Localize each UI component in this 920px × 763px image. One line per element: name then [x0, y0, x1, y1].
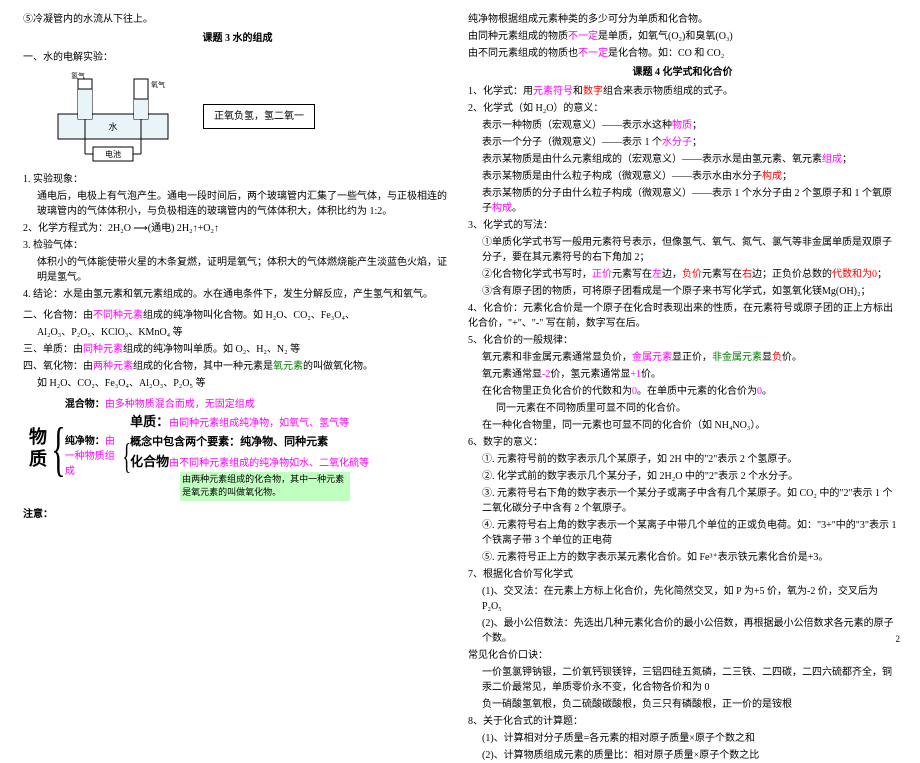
- highlight-box: 由两种元素组成的化合物，其中一种元素是氧元素的叫做氧化物。: [180, 472, 350, 501]
- pure-row: 纯净物：由一种物质组成 { 单质：由同种元素组成纯净物，如氧气、氢气等 概念中包…: [65, 412, 452, 501]
- r-p3-3: ③含有原子团的物质，可将原子团看成是一个原子来书写化学式，如氢氧化镁Mg(OH)…: [468, 284, 897, 299]
- brace-small-icon: {: [122, 433, 131, 479]
- exp3-text: 体积小的气体能使带火星的木条复燃，证明是氧气；体积大的气体燃烧能产生淡蓝色火焰，…: [23, 255, 452, 285]
- r-p8: 常见化合价口诀：: [468, 648, 897, 663]
- r-p8-2: 负一硝酸氢氧根，负二硫酸碳酸根，负三只有磷酸根，正一价的是铵根: [468, 697, 897, 712]
- exp3-title: 3. 检验气体：: [23, 238, 452, 253]
- section-1-title: 一、水的电解实验：: [23, 50, 452, 65]
- electrolysis-diagram: 水 氢气 氧气 电池 正氧负氢，氢二氧一: [43, 69, 452, 164]
- r-p1: 1、化学式：用元素符号和数字组合来表示物质组成的式子。: [468, 84, 897, 99]
- r-p5-4: 同一元素在不同物质里可显不同的化合价。: [468, 401, 897, 416]
- r-p2-3: 表示某物质是由什么元素组成的（宏观意义）——表示水是由氢元素、氧元素组成；: [468, 152, 897, 167]
- exp1-title: 1. 实验现象：: [23, 172, 452, 187]
- brace-curly-icon: {: [51, 404, 65, 494]
- left-column: ⑤冷凝管内的水流从下往上。 课题 3 水的组成 一、水的电解实验： 水 氢气 氧…: [15, 10, 460, 640]
- r-p5-3: 在化合物里正负化合价的代数和为0。在单质中元素的化合价为0。: [468, 384, 897, 399]
- r-p2-2: 表示一个分子（微观意义）——表示 1 个水分子；: [468, 135, 897, 150]
- section-3: 三、单质：由同种元素组成的纯净物叫单质。如 O₂、H₂、N₂ 等: [23, 342, 452, 357]
- danzhi-note: 概念中包含两个要素：纯净物、同种元素: [130, 434, 452, 451]
- topic-title-3: 课题 3 水的组成: [23, 31, 452, 46]
- svg-text:氧气: 氧气: [151, 80, 165, 89]
- section-4: 四、氧化物：由两种元素组成的化合物，其中一种元素是氧元素的叫做氧化物。: [23, 359, 452, 374]
- r-p7: 7、根据化合价写化学式: [468, 567, 897, 582]
- section-4-ex: 如 H₂O、CO₂、Fe₃O₄、Al₂O₃、P₂O₅ 等: [23, 376, 452, 391]
- r-p2-4: 表示某物质是由什么粒子构成（微观意义）——表示水由水分子构成；: [468, 169, 897, 184]
- svg-text:氢气: 氢气: [71, 71, 85, 80]
- r-p6-1: ①. 元素符号前的数字表示几个某原子，如 2H 中的"2"表示 2 个氢原子。: [468, 452, 897, 467]
- classification-brace: 物质 { 混合物：由多种物质混合而成，无固定组成 纯净物：由一种物质组成 { 单…: [23, 397, 452, 501]
- svg-text:电池: 电池: [105, 149, 121, 159]
- r-p5-1: 氧元素和非金属元素通常显负价，金属元素显正价，非金属元素显负价。: [468, 350, 897, 365]
- brace-main-label: 物质: [23, 427, 52, 471]
- exp1-text: 通电后，电极上有气泡产生。通电一段时间后，两个玻璃管内汇集了一些气体，与正极相连…: [23, 189, 452, 219]
- page-number: 2: [896, 633, 901, 647]
- r-p2-1: 表示一种物质（宏观意义）——表示水这种物质；: [468, 118, 897, 133]
- r-line1: 纯净物根据组成元素种类的多少可分为单质和化合物。: [468, 12, 897, 27]
- mnemonic-box: 正氧负氢，氢二氧一: [203, 104, 315, 129]
- r-p7-2: (2)、最小公倍数法：先选出几种元素化合价的最小公倍数，再根据最小公倍数求各元素…: [468, 616, 897, 646]
- r-p2: 2、化学式（如 H₂O）的意义：: [468, 101, 897, 116]
- section-2-ex: Al₂O₃、P₂O₅、KClO₃、KMnO₄ 等: [23, 325, 452, 340]
- r-p3-1: ①单质化学式书写一般用元素符号表示，但像氢气、氧气、氮气、氯气等非金属单质是双原…: [468, 235, 897, 265]
- r-line2: 由同种元素组成的物质不一定是单质，如氧气(O₂)和臭氧(O₃): [468, 29, 897, 44]
- r-p5-5: 在一种化合物里，同一元素也可显不同的化合价（如 NH₄NO₃）。: [468, 418, 897, 433]
- r-p5: 5、化合价的一般规律：: [468, 333, 897, 348]
- r-p2-5: 表示某物质的分子由什么粒子构成（微观意义）——表示 1 个水分子由 2 个氢原子…: [468, 186, 897, 216]
- line: ⑤冷凝管内的水流从下往上。: [23, 12, 452, 27]
- r-p6: 6、数字的意义：: [468, 435, 897, 450]
- danzhi-row: 单质：由同种元素组成纯净物，如氧气、氢气等: [130, 412, 452, 432]
- r-p6-4: ④. 元素符号右上角的数字表示一个某离子中带几个单位的正或负电荷。如："3+"中…: [468, 518, 897, 548]
- r-p3-2: ②化合物化学式书写时，正价元素写在左边，负价元素写在右边；正负价总数的代数和为0…: [468, 267, 897, 282]
- r-p9: 8、关于化合式的计算题：: [468, 714, 897, 729]
- r-line3: 由不同元素组成的物质也不一定是化合物。如：CO 和 CO₂: [468, 46, 897, 61]
- r-p8-1: 一价氢氯钾钠银，二价氧钙钡镁锌，三铝四硅五氮磷，二三铁、二四碳，二四六硫都齐全，…: [468, 665, 897, 695]
- section-2: 二、化合物：由不同种元素组成的纯净物叫化合物。如 H₂O、CO₂、Fe₃O₄、: [23, 308, 452, 323]
- exp4: 4. 结论：水是由氢元素和氧元素组成的。水在通电条件下，发生分解反应，产生氢气和…: [23, 287, 452, 302]
- topic-title-4: 课题 4 化学式和化合价: [468, 65, 897, 80]
- note-label: 注意：: [23, 507, 452, 522]
- r-p9-1: (1)、计算相对分子质量=各元素的相对原子质量×原子个数之和: [468, 731, 897, 746]
- apparatus-svg: 水 氢气 氧气 电池: [43, 69, 183, 164]
- r-p7-1: (1)、交叉法：在元素上方标上化合价，先化简然交叉，如 P 为+5 价，氧为-2…: [468, 584, 897, 614]
- r-p6-2: ②. 化学式前的数字表示几个某分子，如 2H₂O 中的"2"表示 2 个水分子。: [468, 469, 897, 484]
- huahewu-row: 化合物由不同种元素组成的纯净物如水、二氧化硫等: [130, 452, 452, 472]
- r-p9-2: (2)、计算物质组成元素的质量比：相对原子质量×原子个数之比: [468, 748, 897, 763]
- r-p6-3: ③. 元素符号右下角的数字表示一个某分子或离子中含有几个某原子。如 CO₂ 中的…: [468, 486, 897, 516]
- mix-row: 混合物：由多种物质混合而成，无固定组成: [65, 397, 452, 412]
- r-p6-5: ⑤. 元素符号正上方的数字表示某元素化合价。如 Fe³⁺表示铁元素化合价是+3。: [468, 550, 897, 565]
- exp2: 2、化学方程式为：2H₂O ⟶(通电) 2H₂↑+O₂↑: [23, 221, 452, 236]
- right-column: 纯净物根据组成元素种类的多少可分为单质和化合物。 由同种元素组成的物质不一定是单…: [460, 10, 905, 640]
- svg-text:水: 水: [108, 121, 117, 132]
- r-p3: 3、化学式的写法：: [468, 218, 897, 233]
- r-p4: 4、化合价：元素化合价是一个原子在化合时表现出来的性质，在元素符号或原子团的正上…: [468, 301, 897, 331]
- r-p5-2: 氧元素通常显-2价，氢元素通常显+1价。: [468, 367, 897, 382]
